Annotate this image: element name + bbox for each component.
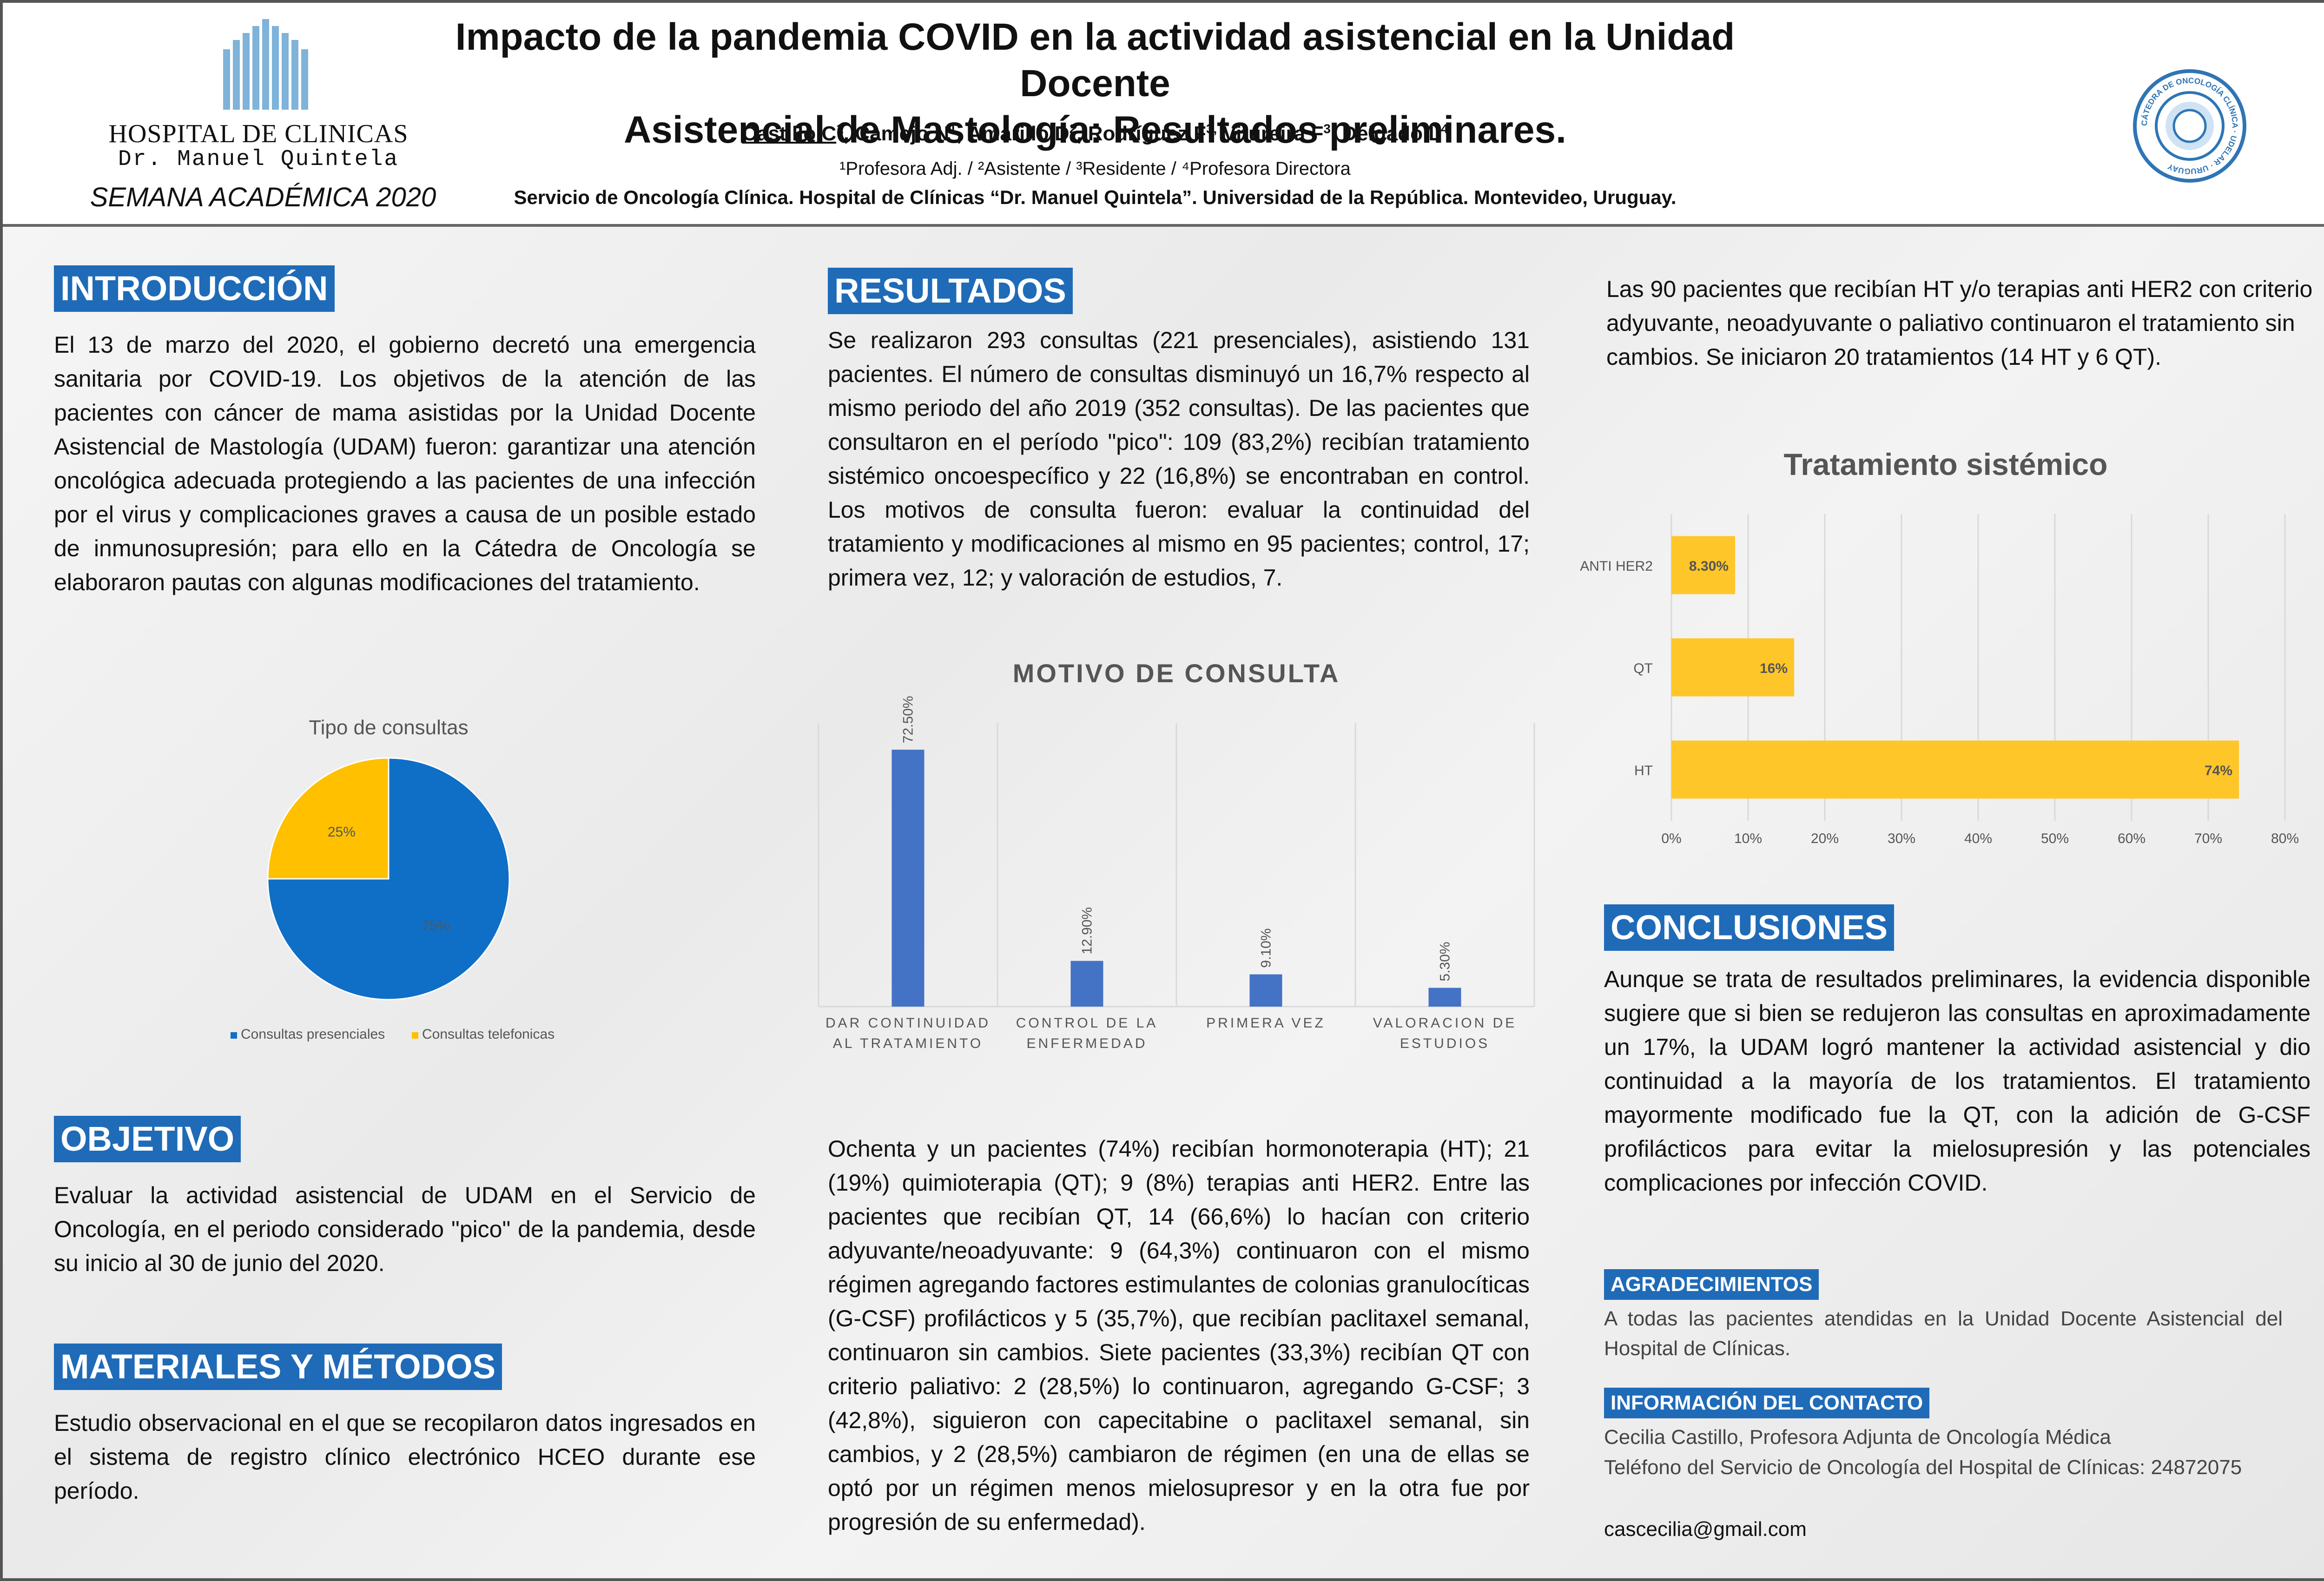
- materiales-text: Estudio observacional en el que se recop…: [54, 1410, 756, 1504]
- author-list: Castillo C1, Camejo N1, Amarillo D2, Rod…: [444, 121, 1746, 145]
- hospital-subtitle: Dr. Manuel Quintela: [118, 147, 399, 172]
- pie-slice-label: 75%: [422, 918, 449, 934]
- x-tick-label: 20%: [1811, 831, 1839, 846]
- tratamiento-chart-title: Tratamiento sistémico: [1783, 447, 2108, 481]
- x-tick-label: 80%: [2271, 831, 2299, 846]
- x-tick-label: 60%: [2118, 831, 2146, 846]
- author-name: Delgado L4: [1342, 121, 1448, 145]
- x-tick-label: 10%: [1734, 831, 1762, 846]
- motivo-plot: 72.50% DAR CONTINUIDAD AL TRATAMIENTO 12.90…: [818, 696, 1535, 1051]
- category-label: AL TRATAMIENTO: [833, 1036, 983, 1051]
- introduccion-heading: INTRODUCCIÓN: [54, 265, 335, 312]
- category-label: ENFERMEDAD: [1026, 1036, 1147, 1051]
- resultados-text-2: Ochenta y un pacientes (74%) recibían ho…: [828, 1136, 1530, 1535]
- logo-bar: [301, 49, 308, 110]
- conclusiones-text: Aunque se trata de resultados preliminar…: [1604, 966, 2311, 1196]
- tratamiento-plot: 0% 10% 20% 30% 40% 50% 60% 70% 80% 8.30% ANTI HER2…: [1580, 514, 2299, 846]
- materiales-heading: MATERIALES Y MÉTODOS: [54, 1344, 502, 1390]
- author-name: Camejo N1,: [855, 121, 967, 145]
- bar: [1671, 536, 1735, 594]
- bar-value-label: 8.30%: [1689, 559, 1729, 574]
- pie-chart-title: Tipo de consultas: [309, 716, 469, 739]
- author-name: Amarillo D2,: [967, 121, 1088, 145]
- bar-value-label: 5.30%: [1438, 942, 1453, 982]
- affiliations: ¹Profesora Adj. / ²Asistente / ³Resident…: [839, 158, 1351, 179]
- objetivo-text: Evaluar la actividad asistencial de UDAM…: [54, 1182, 756, 1276]
- logo-bar: [243, 33, 250, 110]
- event-name: SEMANA ACADÉMICA 2020: [90, 182, 436, 212]
- bar-value-label: 72.50%: [901, 696, 916, 743]
- catedra-seal: CÁTEDRA DE ONCOLOGÍA CLÍNICA · UDELAR · …: [2133, 69, 2246, 183]
- bar-value-label: 74%: [2205, 763, 2232, 778]
- author-name: Rodríguez F3,: [1088, 121, 1217, 145]
- x-tick-label: 40%: [1964, 831, 1992, 846]
- tratamiento-chart: Tratamiento sistémico 0% 10% 20% 30% 40% 50% 6…: [1555, 440, 2324, 867]
- contacto-name: Cecilia Castillo, Profesora Adjunta de O…: [1604, 1426, 2111, 1449]
- author-name: Castillo C1,: [742, 121, 855, 145]
- category-label: ESTUDIOS: [1400, 1036, 1490, 1051]
- category-label: VALORACION DE: [1373, 1015, 1517, 1031]
- category-label: ANTI HER2: [1580, 559, 1653, 574]
- motivo-chart-title: MOTIVO DE CONSULTA: [1012, 659, 1340, 688]
- agradecimientos-heading: AGRADECIMIENTOS: [1604, 1269, 1819, 1300]
- bar-value-label: 12.90%: [1080, 907, 1095, 955]
- hospital-logo: [223, 19, 308, 110]
- logo-bar: [223, 49, 230, 110]
- header: HOSPITAL DE CLINICAS Dr. Manuel Quintela…: [3, 3, 2324, 227]
- poster-title: Impacto de la pandemia COVID en la activ…: [455, 16, 1735, 151]
- resultados-heading: RESULTADOS: [828, 268, 1073, 314]
- pie-legend-label: Consultas telefonicas: [422, 1027, 555, 1042]
- objetivo-heading: OBJETIVO: [54, 1116, 241, 1162]
- category-label: QT: [1633, 661, 1653, 676]
- author-name: Vitureira F3,: [1222, 121, 1342, 145]
- pie-slice-label: 25%: [328, 824, 356, 840]
- pie-legend-swatch: [412, 1032, 418, 1039]
- logo-bar: [233, 40, 240, 110]
- logo-bar: [252, 26, 259, 110]
- bar: [891, 750, 924, 1007]
- logo-bar: [262, 19, 269, 110]
- x-tick-label: 30%: [1888, 831, 1915, 846]
- category-label: PRIMERA VEZ: [1206, 1015, 1326, 1031]
- category-label: CONTROL DE LA: [1016, 1015, 1158, 1031]
- contacto-phone: Teléfono del Servicio de Oncología del H…: [1604, 1456, 2242, 1479]
- x-tick-label: 70%: [2194, 831, 2222, 846]
- pie-legend-label: Consultas presenciales: [241, 1027, 385, 1042]
- pie-plot: 75% 25% Consultas presenciales Consultas te…: [231, 757, 555, 1042]
- bar: [1249, 974, 1282, 1007]
- pie-slice: [267, 757, 510, 1001]
- bar: [1671, 638, 1794, 697]
- logo-bar: [282, 33, 289, 110]
- bar-value-label: 16%: [1760, 661, 1788, 676]
- pie-chart: Tipo de consultas 75% 25% Consultas presen…: [189, 707, 607, 1079]
- conclusiones-heading: CONCLUSIONES: [1604, 904, 1895, 951]
- bar: [1070, 961, 1103, 1007]
- pie-legend-swatch: [231, 1032, 237, 1039]
- bar-value-label: 9.10%: [1259, 929, 1274, 968]
- introduccion-text: El 13 de marzo del 2020, el gobierno dec…: [54, 332, 756, 595]
- resultados-text-3: Las 90 pacientes que recibían HT y/o ter…: [1606, 276, 2313, 370]
- contacto-heading: INFORMACIÓN DEL CONTACTO: [1604, 1388, 1930, 1418]
- logo-bar: [272, 26, 279, 110]
- category-label: DAR CONTINUIDAD: [825, 1015, 990, 1031]
- institution: Servicio de Oncología Clínica. Hospital …: [514, 186, 1677, 208]
- logo-bar: [291, 40, 298, 110]
- contacto-email[interactable]: cascecilia@gmail.com: [1604, 1518, 1807, 1541]
- resultados-text-1: Se realizaron 293 consultas (221 presenc…: [828, 327, 1530, 591]
- x-tick-label: 0%: [1661, 831, 1681, 846]
- pie-slice: [267, 757, 390, 880]
- x-tick-label: 50%: [2041, 831, 2069, 846]
- motivo-chart: MOTIVO DE CONSULTA 72.50% DAR CONTINUIDAD…: [812, 644, 1541, 1062]
- hospital-name: HOSPITAL DE CLINICAS: [108, 119, 409, 148]
- bar: [1671, 740, 2239, 799]
- bar: [1428, 988, 1461, 1007]
- category-label: HT: [1634, 763, 1653, 778]
- agradecimientos-text: A todas las pacientes atendidas en la Un…: [1604, 1307, 2283, 1360]
